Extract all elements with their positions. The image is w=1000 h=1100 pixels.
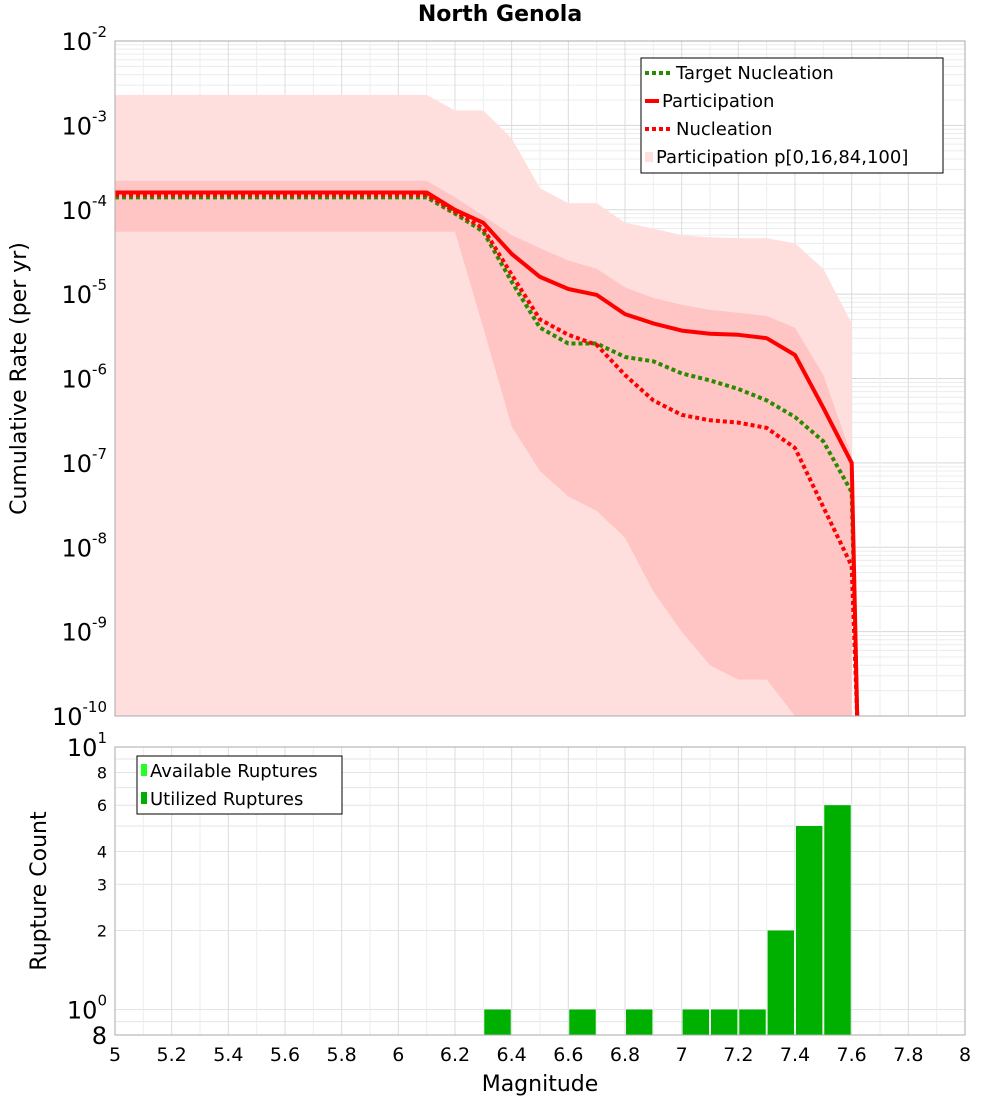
x-tick-label: 6: [392, 1044, 404, 1066]
x-tick-label: 8: [959, 1044, 971, 1066]
utilized-rupture-bar: [824, 805, 851, 1035]
utilized-rupture-bar: [682, 1009, 709, 1035]
y-tick-label: 8: [97, 763, 107, 782]
y-tick-label: 6: [97, 796, 107, 815]
nucleation-line: [115, 192, 860, 716]
y-tick-label: 10-8: [61, 529, 107, 562]
x-tick-label: 5.2: [157, 1044, 187, 1066]
y-tick-label: 10-2: [61, 23, 107, 56]
y-axis-label: Cumulative Rate (per yr): [7, 242, 32, 515]
y-tick-label: 101: [67, 729, 107, 762]
legend-box: [640, 57, 944, 174]
legend-label: Participation: [662, 91, 774, 112]
utilized-rupture-bar: [767, 930, 794, 1035]
x-tick-label: 5.8: [327, 1044, 357, 1066]
plot-area: [115, 94, 860, 716]
y-tick-label: 4: [97, 842, 107, 861]
legend-box: [136, 755, 343, 815]
chart-title: North Genola: [417, 2, 583, 27]
legend: Target Nucleation Participation Nucleation…: [640, 57, 944, 174]
x-tick-label: 6.4: [497, 1044, 527, 1066]
x-axis-label: Magnitude: [482, 1072, 599, 1097]
legend-label: Utilized Ruptures: [150, 789, 303, 810]
utilized-rupture-bar: [569, 1009, 596, 1035]
x-tick-label: 6.8: [610, 1044, 640, 1066]
y-tick-label: 2: [97, 922, 107, 941]
x-tick-label: 6.6: [553, 1044, 583, 1066]
utilized-rupture-bar: [711, 1009, 738, 1035]
x-tick-label: 5.6: [270, 1044, 300, 1066]
y-tick-label: 10-10: [52, 698, 107, 731]
y-tick-label: 3: [97, 875, 107, 894]
x-tick-label: 7.8: [893, 1044, 923, 1066]
legend: Available Ruptures Utilized Ruptures: [136, 755, 343, 815]
legend-label: Nucleation: [676, 119, 772, 140]
x-tick-label: 7: [676, 1044, 688, 1066]
legend-swatch-participation-band: [645, 152, 653, 162]
legend-label: Target Nucleation: [675, 63, 834, 84]
y-tick-label: 10-3: [61, 107, 107, 140]
utilized-rupture-bar: [739, 1009, 766, 1035]
x-tick-label: 7.2: [723, 1044, 753, 1066]
x-tick-label: 7.6: [837, 1044, 867, 1066]
y-tick-label: 100: [67, 992, 107, 1025]
plot-frame: [114, 746, 966, 1036]
y-tick-label: 10-4: [61, 192, 107, 225]
plot-frame: [114, 40, 966, 717]
x-tick-label: 5.4: [213, 1044, 243, 1066]
x-tick-label: 6.2: [440, 1044, 470, 1066]
y-tick-label: 10-5: [61, 276, 107, 309]
y-axis-label: Rupture Count: [27, 811, 52, 971]
y-tick-label: 8: [92, 1022, 107, 1050]
y-tick-label: 10-9: [61, 614, 107, 647]
y-tick-label: 10-7: [61, 445, 107, 478]
y-tick-label: 10-6: [61, 361, 107, 394]
rate-plot: 10-10 10-9 10-8 10-7 10-6 10-5 10-4 10-3 10-2 Cum…: [7, 23, 966, 731]
x-tick-label: 7.4: [780, 1044, 810, 1066]
legend-swatch-utilized: [141, 792, 147, 804]
participation-inner-band: [115, 180, 852, 716]
legend-label: Available Ruptures: [150, 761, 318, 782]
utilized-rupture-bar: [626, 1009, 653, 1035]
x-tick-label: 5: [109, 1044, 121, 1066]
legend-label: Participation p[0,16,84,100]: [656, 147, 908, 168]
utilized-rupture-bar: [796, 826, 823, 1035]
bars-area: [484, 805, 851, 1035]
legend-swatch-available: [141, 764, 147, 776]
utilized-rupture-bar: [484, 1009, 511, 1035]
